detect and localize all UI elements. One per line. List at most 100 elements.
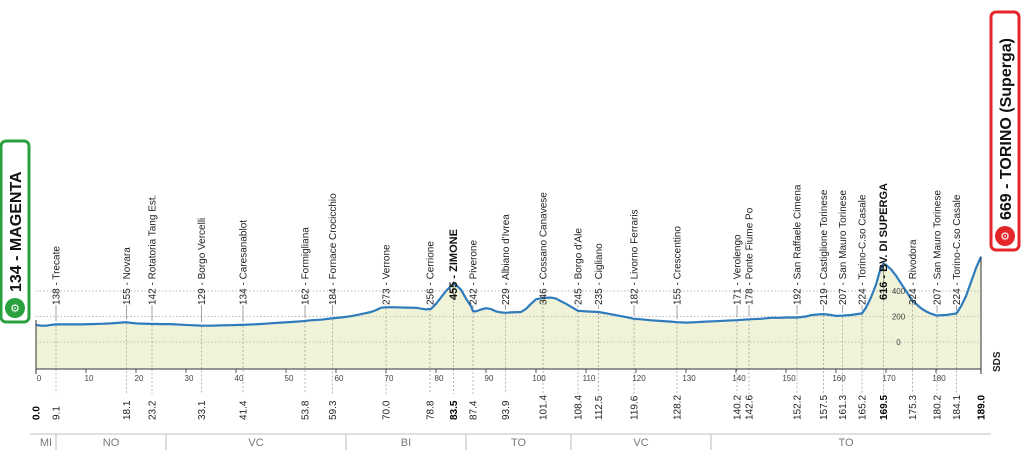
waypoint-km-label: 83.5 xyxy=(449,400,460,420)
waypoint-km-label: 18.1 xyxy=(122,400,133,420)
waypoint-km-label: 142.6 xyxy=(745,395,756,420)
waypoint-label: 224 - Torino-C.so Casale xyxy=(858,194,869,305)
waypoint-km-label: 184.1 xyxy=(952,395,963,420)
waypoint-label: 142 - Rotatoria Tang Est. xyxy=(148,195,159,305)
waypoint-labels: 138 - Trecate 155 - Novara 142 - Rotatoria… xyxy=(52,183,964,305)
distance-tick-label: 50 xyxy=(285,374,294,383)
region-label: BI xyxy=(401,437,411,449)
waypoint-km-labels: 9.1 18.1 23.2 33.1 41.4 53.8 59.3 70.0 78.8 83.5 8… xyxy=(32,395,988,420)
waypoint-km-label: 53.8 xyxy=(301,400,312,420)
waypoint-km-label: 175.3 xyxy=(908,395,919,420)
waypoint-km-label: 33.1 xyxy=(197,400,208,420)
waypoint-label: 171 - Verolengo xyxy=(733,234,744,305)
start-badge-frame xyxy=(0,139,31,324)
start-badge-bike-icon: ⚙ xyxy=(10,303,20,315)
region-label: TO xyxy=(511,437,527,449)
distance-tick-label: 80 xyxy=(435,374,444,383)
waypoint-km-label: 70.0 xyxy=(382,400,393,420)
distance-tick-label: 10 xyxy=(85,374,94,383)
waypoint-km-label: 59.3 xyxy=(328,400,339,420)
distance-tick-label: 160 xyxy=(832,374,846,383)
distance-tick-label: 150 xyxy=(782,374,796,383)
elevation-tick-label: 200 xyxy=(892,313,906,322)
waypoint-km-label: 161.3 xyxy=(838,395,849,420)
elevation-scale: 400 200 0 xyxy=(892,287,906,347)
region-strip: MI NO VC BI TO VC TO xyxy=(30,433,991,450)
region-label: VC xyxy=(633,437,648,449)
finish-badge: ⚙ 669 - TORINO (Superga) xyxy=(989,10,1021,252)
finish-badge-bike-disc xyxy=(995,226,1015,246)
start-km-label: 0.0 xyxy=(32,406,43,420)
distance-tick-label: 90 xyxy=(485,374,494,383)
waypoint-label: 324 - Rivodora xyxy=(908,239,919,305)
waypoint-leaders xyxy=(55,260,957,394)
waypoint-km-label: 128.2 xyxy=(673,395,684,420)
elevation-tick-label: 0 xyxy=(896,338,901,347)
sds-logo-text: SDS xyxy=(992,351,1003,372)
waypoint-label: 138 - Trecate xyxy=(52,246,63,305)
waypoint-label: 242 - Piverone xyxy=(469,240,480,305)
waypoint-label: 346 - Cossano Canavese xyxy=(539,192,550,305)
distance-tick-label: 20 xyxy=(135,374,144,383)
distance-tick-label: 70 xyxy=(385,374,394,383)
distance-tick-label: 120 xyxy=(632,374,646,383)
finish-badge-label: 669 - TORINO (Superga) xyxy=(998,38,1015,220)
waypoint-km-label: 112.5 xyxy=(594,395,605,420)
waypoint-km-label: 41.4 xyxy=(239,400,250,420)
distance-tick-label: 110 xyxy=(583,374,596,383)
distance-tick-label: 40 xyxy=(235,374,244,383)
region-label: MI xyxy=(40,437,52,449)
waypoint-label: 184 - Fornace Crocicchio xyxy=(328,193,339,305)
sds-logo: SDS xyxy=(992,351,1003,372)
elevation-tick-label: 400 xyxy=(892,287,906,296)
start-finish-badges: ⚙ 134 - MAGENTA ⚙ 669 - TORINO (Superga) xyxy=(0,10,1021,324)
waypoint-km-label: 165.2 xyxy=(858,395,869,420)
start-badge-label: 134 - MAGENTA xyxy=(8,171,25,292)
distance-tick-label: 0 xyxy=(37,374,42,383)
distance-tick-label: 100 xyxy=(532,374,546,383)
distance-tick-label: 140 xyxy=(732,374,746,383)
waypoint-label: 273 - Verrone xyxy=(382,244,393,305)
waypoint-label: 256 - Cerrione xyxy=(426,241,437,305)
waypoint-km-label: 140.2 xyxy=(733,395,744,420)
waypoint-km-label: 23.2 xyxy=(148,400,159,420)
waypoint-label: 235 - Cigliano xyxy=(594,243,605,305)
waypoint-label: 616 - BV. DI SUPERGA xyxy=(878,183,890,300)
profile-area xyxy=(35,256,983,369)
start-badge-bike-disc xyxy=(5,298,25,318)
distance-tick-label: 30 xyxy=(185,374,194,383)
waypoint-km-label: 87.4 xyxy=(469,400,480,420)
start-badge: ⚙ 134 - MAGENTA xyxy=(0,139,31,324)
waypoint-label: 178 - Ponte Fiume Po xyxy=(745,207,756,305)
distance-tick-label: 130 xyxy=(682,374,696,383)
distance-tick-label: 180 xyxy=(932,374,946,383)
waypoint-label: 207 - San Mauro Torinese xyxy=(838,190,849,305)
finish-badge-frame xyxy=(989,10,1021,252)
waypoint-label: 245 - Borgo d'Ale xyxy=(574,228,585,305)
waypoint-km-label: 157.5 xyxy=(819,395,830,420)
distance-tick-label: 170 xyxy=(882,374,896,383)
waypoint-km-label: 78.8 xyxy=(426,400,437,420)
waypoint-label: 134 - Caresanablot xyxy=(239,220,250,305)
waypoint-km-label: 152.2 xyxy=(793,395,804,420)
waypoint-label: 207 - San Mauro Torinese xyxy=(933,190,944,305)
waypoint-km-label: 9.1 xyxy=(52,406,63,420)
waypoint-label: 455 - ZIMONE xyxy=(448,229,460,300)
region-label: TO xyxy=(838,437,854,449)
waypoint-km-label: 180.2 xyxy=(933,395,944,420)
region-label: NO xyxy=(103,437,120,449)
waypoint-label: 229 - Albiano d'Ivrea xyxy=(501,214,512,305)
waypoint-label: 192 - San Raffaele Cimena xyxy=(793,184,804,305)
waypoint-km-label: 101.4 xyxy=(539,395,550,420)
waypoint-label: 129 - Borgo Vercelli xyxy=(197,218,208,305)
waypoint-km-label: 108.4 xyxy=(574,395,585,420)
finish-km-label: 189.0 xyxy=(977,395,988,420)
region-label: VC xyxy=(248,437,263,449)
distance-tick-label: 60 xyxy=(335,374,344,383)
waypoint-label: 162 - Formigliana xyxy=(301,227,312,305)
waypoint-label: 155 - Crescentino xyxy=(673,226,684,305)
waypoint-km-label: 93.9 xyxy=(501,400,512,420)
waypoint-label: 155 - Novara xyxy=(122,247,133,305)
finish-badge-bike-icon: ⚙ xyxy=(1000,231,1010,243)
